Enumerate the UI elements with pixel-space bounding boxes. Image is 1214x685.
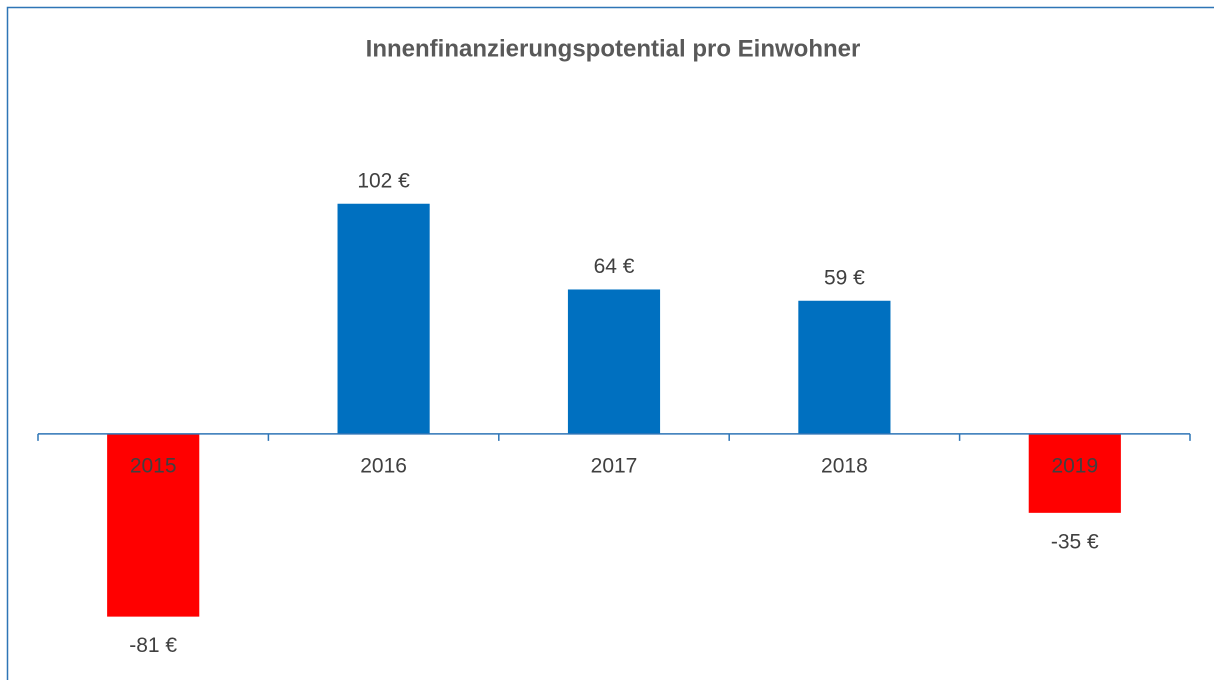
value-label: -81 €: [129, 634, 177, 657]
bar: [568, 289, 660, 433]
value-label: 102 €: [357, 169, 410, 192]
value-label: 59 €: [824, 266, 865, 289]
value-label: 64 €: [594, 255, 635, 278]
value-label: -35 €: [1051, 530, 1099, 553]
bar: [798, 301, 890, 434]
chart-title: Innenfinanzierungspotential pro Einwohne…: [366, 35, 861, 62]
x-tick-label: 2017: [591, 454, 638, 477]
x-tick-label: 2015: [130, 454, 177, 477]
bar: [338, 204, 430, 434]
x-tick-label: 2018: [821, 454, 868, 477]
x-tick-label: 2019: [1051, 454, 1098, 477]
x-tick-label: 2016: [360, 454, 407, 477]
